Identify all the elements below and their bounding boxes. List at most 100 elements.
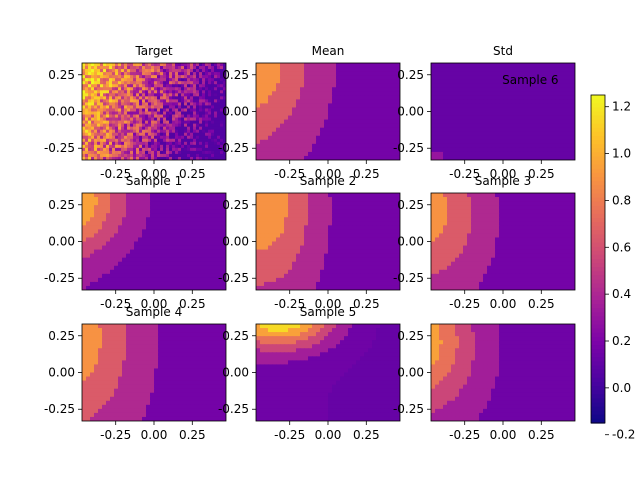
xtick-label: -0.25 (100, 167, 131, 181)
colorbar-segment (591, 386, 605, 391)
colorbar-segment (591, 127, 605, 133)
heatmap-image (431, 63, 575, 160)
colorbar-tick-label: 0.8 (612, 193, 631, 207)
xtick-label: -0.25 (274, 167, 305, 181)
ytick-label: 0.25 (48, 68, 75, 82)
colorbar-segment (591, 201, 605, 207)
ytick-label: 0.00 (48, 235, 75, 249)
colorbar-tick-label: 0.4 (612, 287, 631, 301)
colorbar-segment (591, 218, 605, 223)
xtick-label: 0.25 (353, 167, 380, 181)
colorbar-segment (591, 365, 605, 371)
ytick-label: 0.00 (397, 366, 424, 380)
colorbar-tick-label: 0.2 (612, 334, 631, 348)
colorbar-segment (591, 316, 605, 322)
subplot-5: 0.25 0.00 -0.25 -0.25 0.00 0.25 Sample 2 (218, 174, 401, 311)
ytick-label: 0.25 (397, 198, 424, 212)
colorbar-segment (591, 418, 605, 424)
ytick-label: -0.25 (44, 141, 75, 155)
colorbar-segment (591, 160, 605, 166)
colorbar-segment (591, 373, 605, 379)
colorbar-segment (591, 144, 605, 149)
colorbar-segment (591, 107, 605, 112)
xtick-label: 0.00 (315, 428, 342, 442)
colorbar-segment (591, 238, 605, 244)
colorbar-segment (591, 394, 605, 399)
colorbar-segment (591, 197, 605, 203)
subplot-title: Sample 5 (300, 305, 356, 319)
xtick-label: -0.25 (449, 297, 480, 311)
ytick-label: 0.00 (397, 235, 424, 249)
subplot-title: Sample 4 (126, 305, 182, 319)
xtick-label: -0.25 (449, 167, 480, 181)
colorbar-segment (591, 300, 605, 305)
ytick-label: 0.25 (48, 198, 75, 212)
colorbar-segment (591, 406, 605, 412)
colorbar-segment (591, 369, 605, 375)
subplot-8: 0.25 0.00 -0.25 -0.25 0.00 0.25 Sample 5 (218, 305, 401, 442)
subplot-title: Std (493, 44, 513, 58)
subplot-title: Mean (312, 44, 345, 58)
subplot-title: Sample 2 (300, 174, 356, 188)
ytick-label: -0.25 (218, 271, 249, 285)
colorbar-segment (591, 390, 605, 395)
xtick-label: 0.00 (141, 167, 168, 181)
colorbar-segment (591, 209, 605, 215)
heatmap-image (431, 193, 575, 290)
colorbar-segment (591, 99, 605, 104)
axes-frame (255, 323, 401, 422)
colorbar-segment (591, 304, 605, 309)
colorbar-tick-label: 0.0 (612, 381, 631, 395)
colorbar-segment (591, 193, 605, 199)
colorbar-segment (591, 234, 605, 240)
axes-frame (430, 323, 576, 422)
colorbar-segment (591, 164, 605, 170)
colorbar-segment (591, 172, 605, 178)
colorbar-segment (591, 345, 605, 350)
colorbar-segment (591, 295, 605, 301)
ytick-label: -0.25 (44, 402, 75, 416)
heatmap-image (256, 193, 400, 290)
ytick-label: 0.25 (222, 68, 249, 82)
colorbar: 1.2 1.0 0.8 0.6 0.4 0.2 0.0 -0.2 (590, 94, 635, 442)
axes-frame (81, 192, 227, 291)
ytick-label: -0.25 (393, 402, 424, 416)
ytick-label: -0.25 (44, 271, 75, 285)
colorbar-segment (591, 328, 605, 334)
colorbar-tick-label: 0.6 (612, 240, 631, 254)
colorbar-segment (591, 119, 605, 125)
xtick-label: -0.25 (100, 428, 131, 442)
subplot-6: 0.25 0.00 -0.25 -0.25 0.00 0.25 Sample 3 (393, 174, 576, 311)
ytick-label: 0.00 (222, 366, 249, 380)
heatmap-image (431, 324, 575, 421)
xtick-label: -0.25 (100, 297, 131, 311)
xtick-label: -0.25 (274, 297, 305, 311)
ytick-label: 0.00 (397, 105, 424, 119)
colorbar-segment (591, 131, 605, 137)
colorbar-segment (591, 177, 605, 182)
heatmap-image (82, 324, 226, 421)
xtick-label: -0.25 (274, 428, 305, 442)
colorbar-segment (591, 222, 605, 227)
colorbar-segment (591, 271, 605, 276)
xtick-label: 0.00 (490, 167, 517, 181)
colorbar-segment (591, 189, 605, 194)
ytick-label: 0.25 (397, 68, 424, 82)
colorbar-segment (591, 336, 605, 342)
heatmap-image (82, 193, 226, 290)
colorbar-frame (590, 94, 606, 424)
heatmap-image (82, 63, 226, 160)
colorbar-segment (591, 357, 605, 363)
colorbar-segment (591, 168, 605, 174)
colorbar-segment (591, 115, 605, 121)
xtick-label: 0.25 (353, 297, 380, 311)
colorbar-segment (591, 283, 605, 289)
ytick-label: 0.25 (222, 198, 249, 212)
colorbar-segment (591, 414, 605, 420)
colorbar-segment (591, 267, 605, 272)
colorbar-segment (591, 181, 605, 186)
xtick-label: 0.25 (528, 167, 555, 181)
colorbar-segment (591, 95, 605, 100)
subplot-4: 0.25 0.00 -0.25 -0.25 0.00 0.25 Sample 1 (44, 174, 227, 311)
